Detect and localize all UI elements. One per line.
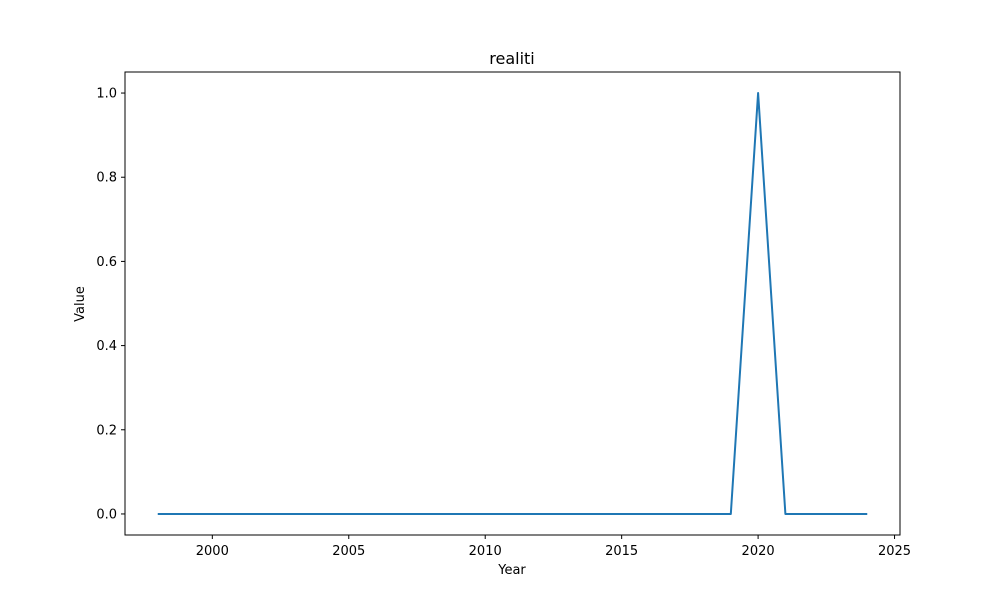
x-tick-label: 2025	[878, 544, 911, 559]
x-tick-label: 2015	[605, 544, 638, 559]
x-tick-label: 2020	[742, 544, 775, 559]
y-tick-label: 0.6	[96, 255, 117, 270]
x-tick-label: 2000	[196, 544, 229, 559]
x-axis: 2000 2005 2010 2015 2020 2025	[196, 535, 911, 559]
y-tick-label: 0.0	[96, 507, 117, 522]
chart-title: realiti	[489, 49, 534, 68]
y-tick-label: 0.8	[96, 171, 117, 186]
x-axis-label: Year	[497, 563, 526, 578]
plot-area	[157, 92, 868, 515]
y-tick-label: 0.4	[96, 339, 117, 354]
y-axis: 0.0 0.2 0.4 0.6 0.8 1.0	[96, 87, 125, 522]
y-axis-label: Value	[73, 286, 88, 322]
x-tick-label: 2005	[332, 544, 365, 559]
x-tick-label: 2010	[469, 544, 502, 559]
y-tick-label: 0.2	[96, 423, 117, 438]
axes-frame	[124, 71, 901, 536]
y-tick-label: 1.0	[96, 87, 117, 102]
